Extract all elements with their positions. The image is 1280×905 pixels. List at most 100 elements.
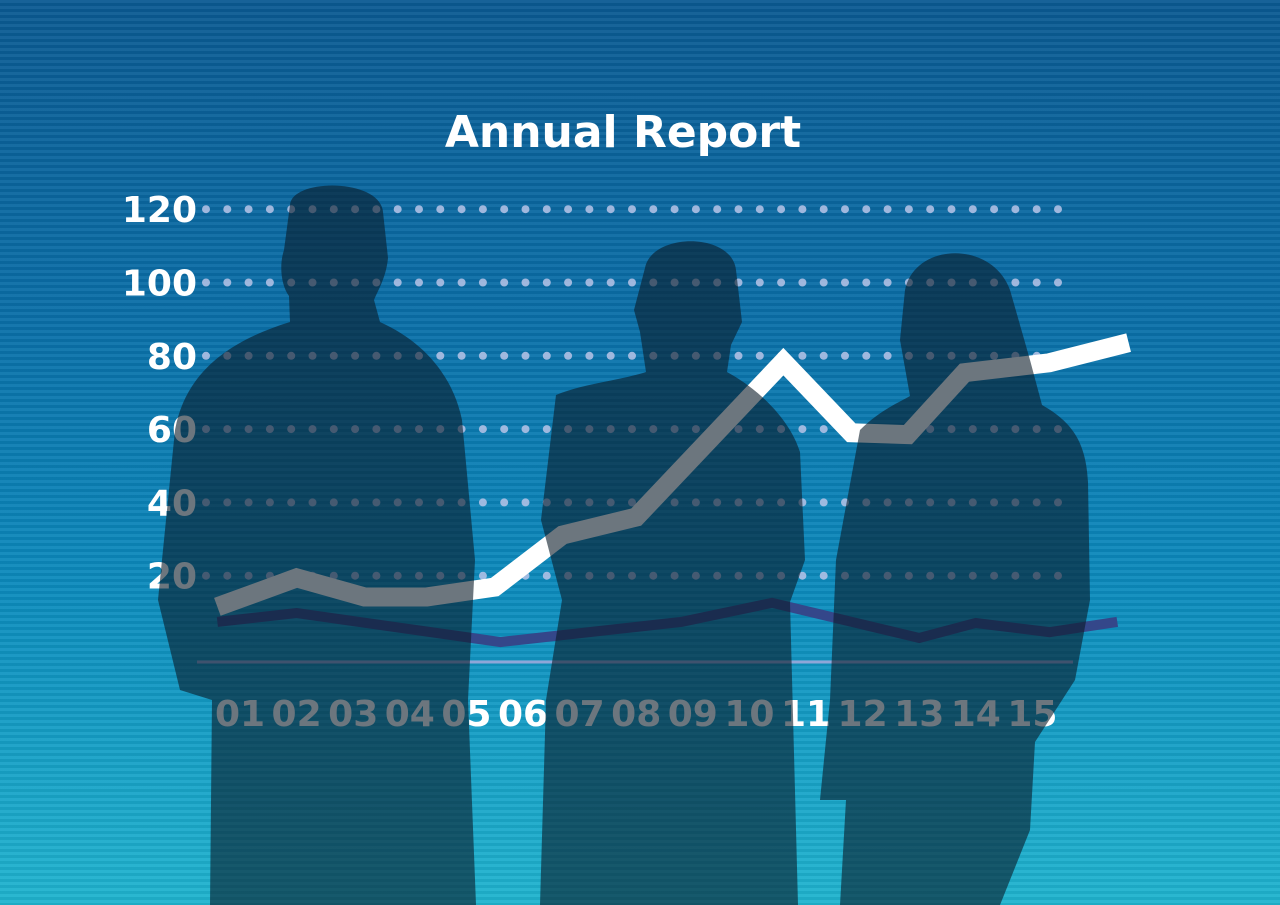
grid-dot (606, 278, 615, 287)
grid-dot (500, 278, 509, 287)
grid-dot (798, 278, 807, 287)
grid-dot (542, 205, 551, 214)
grid-dot (819, 498, 828, 507)
grid-dot (585, 205, 594, 214)
grid-dot (542, 351, 551, 360)
grid-dot (841, 351, 849, 360)
grid-dot (478, 571, 487, 580)
grid-dot (798, 351, 807, 360)
grid-dot (478, 498, 487, 507)
grid-dot (478, 205, 487, 214)
grid-dot (564, 205, 573, 214)
man-silhouette-middle (540, 241, 805, 905)
grid-dot (734, 351, 743, 360)
y-tick-label: 120 (122, 190, 197, 231)
grid-dot (819, 571, 828, 580)
grid-dot (990, 205, 999, 214)
grid-dot (1054, 278, 1062, 287)
grid-dot (606, 205, 615, 214)
grid-dot (202, 351, 210, 360)
y-axis: 20406080100120 (122, 190, 197, 598)
grid-dot (628, 205, 636, 214)
grid-dot (670, 205, 679, 214)
grid-dot (819, 425, 828, 434)
grid-dot (564, 278, 573, 287)
grid-dot (457, 351, 466, 360)
grid-dot (521, 351, 530, 360)
grid-dot (883, 278, 892, 287)
grid-dot (819, 205, 828, 214)
grid-dot (862, 278, 871, 287)
grid-dot (478, 278, 487, 287)
grid-dot (819, 278, 828, 287)
grid-dot (542, 425, 551, 434)
grid-dot (436, 351, 445, 360)
grid-dot (244, 278, 253, 287)
grid-dot (500, 498, 509, 507)
grid-dot (436, 278, 445, 287)
grid-dot (947, 205, 956, 214)
grid-dot (883, 351, 892, 360)
people-silhouettes (158, 185, 1090, 905)
grid-dot (862, 351, 871, 360)
grid-dot (798, 205, 807, 214)
grid-dot (244, 205, 253, 214)
grid-dot (265, 278, 274, 287)
grid-dot (521, 205, 530, 214)
grid-dot (862, 205, 871, 214)
grid-dot (798, 571, 807, 580)
x-tick-label: 06 (498, 694, 548, 735)
grid-dot (564, 351, 573, 360)
grid-dot (265, 205, 274, 214)
grid-dot (777, 205, 786, 214)
grid-dot (755, 278, 764, 287)
grid-dot (755, 351, 764, 360)
grid-dot (585, 351, 594, 360)
grid-dot (649, 205, 658, 214)
grid-dot (628, 351, 636, 360)
grid-dot (926, 205, 935, 214)
grid-dot (904, 205, 913, 214)
grid-dot (478, 425, 487, 434)
grid-dot (841, 205, 849, 214)
grid-dot (1011, 278, 1020, 287)
grid-dot (202, 278, 210, 287)
grid-dot (521, 278, 530, 287)
grid-dot (755, 205, 764, 214)
grid-dot (542, 278, 551, 287)
grid-dot (521, 425, 530, 434)
grid-dot (500, 351, 509, 360)
grid-dot (415, 278, 423, 287)
grid-dot (393, 205, 402, 214)
chart-title: Annual Report (445, 107, 801, 158)
grid-dot (202, 205, 210, 214)
y-tick-label: 80 (147, 337, 197, 378)
grid-dot (478, 351, 487, 360)
grid-dot (1032, 278, 1041, 287)
grid-dot (628, 278, 636, 287)
grid-dot (1054, 205, 1062, 214)
y-tick-label: 100 (122, 264, 197, 305)
grid-dot (1011, 205, 1020, 214)
grid-dot (415, 205, 423, 214)
grid-dot (436, 205, 445, 214)
grid-dot (713, 205, 722, 214)
grid-dot (819, 351, 828, 360)
grid-dot (223, 205, 232, 214)
grid-dot (393, 278, 402, 287)
grid-dot (691, 205, 700, 214)
grid-dot (500, 205, 509, 214)
grid-dot (457, 278, 466, 287)
grid-dot (223, 278, 232, 287)
grid-dot (457, 205, 466, 214)
grid-dot (585, 278, 594, 287)
grid-dot (798, 425, 807, 434)
grid-dot (542, 571, 551, 580)
grid-dot (606, 351, 615, 360)
grid-dot (734, 205, 743, 214)
grid-dot (1032, 205, 1041, 214)
grid-dot (841, 278, 849, 287)
grid-dot (500, 425, 509, 434)
woman-silhouette-right (820, 253, 1090, 905)
